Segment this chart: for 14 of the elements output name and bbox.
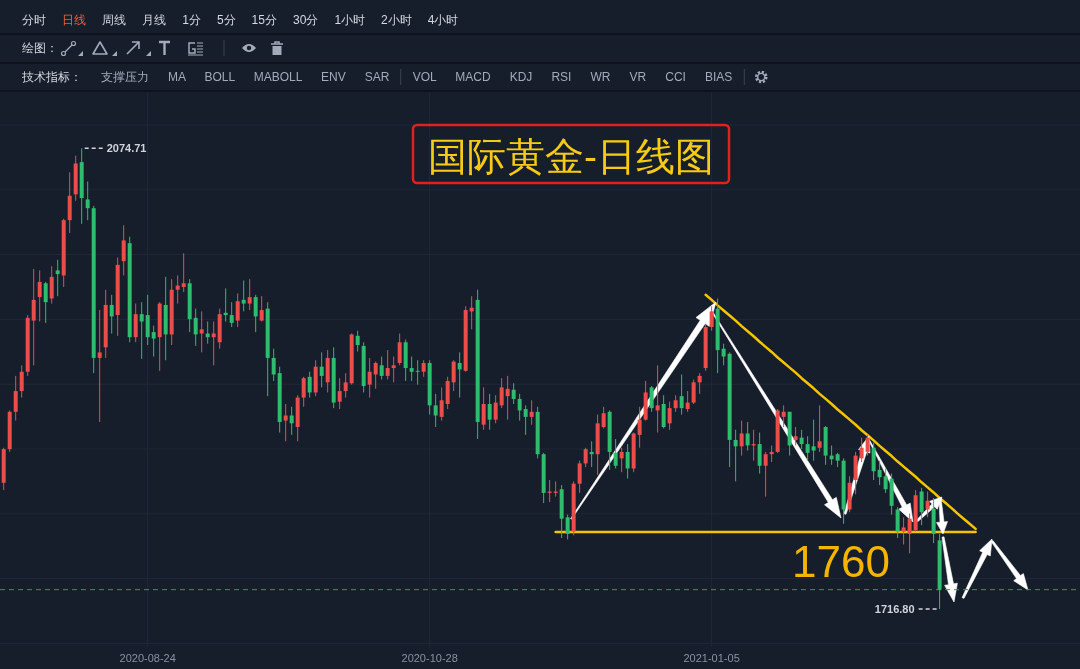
- x-tick-label: 2021-01-05: [683, 652, 740, 664]
- annotation: 1760: [792, 537, 890, 587]
- annotation: 技术指标： 支撑压力 MA BOLL MABOLL ENV SAR: [22, 70, 390, 84]
- x-tick-label: 2020-08-24: [119, 652, 176, 664]
- high-label: 2074.71: [83, 142, 147, 155]
- annotation: 2074.71: [106, 142, 147, 155]
- chart-title: 国际黄金-日线图: [428, 135, 714, 178]
- x-tick-label: 2020-10-28: [401, 652, 458, 664]
- annotation: 绘图：: [22, 41, 58, 55]
- annotation: 分时 日线 周线 月线 1分 5分 15分 30分 1小时 2小时 4小时: [22, 13, 459, 27]
- title: 国际黄金-日线图: [411, 123, 731, 185]
- annotation: 1716.80: [874, 603, 915, 615]
- annotation: VOL MACD KDJ RSI WR VR CCI BIAS: [412, 70, 733, 84]
- low-label: 1716.80: [874, 603, 938, 615]
